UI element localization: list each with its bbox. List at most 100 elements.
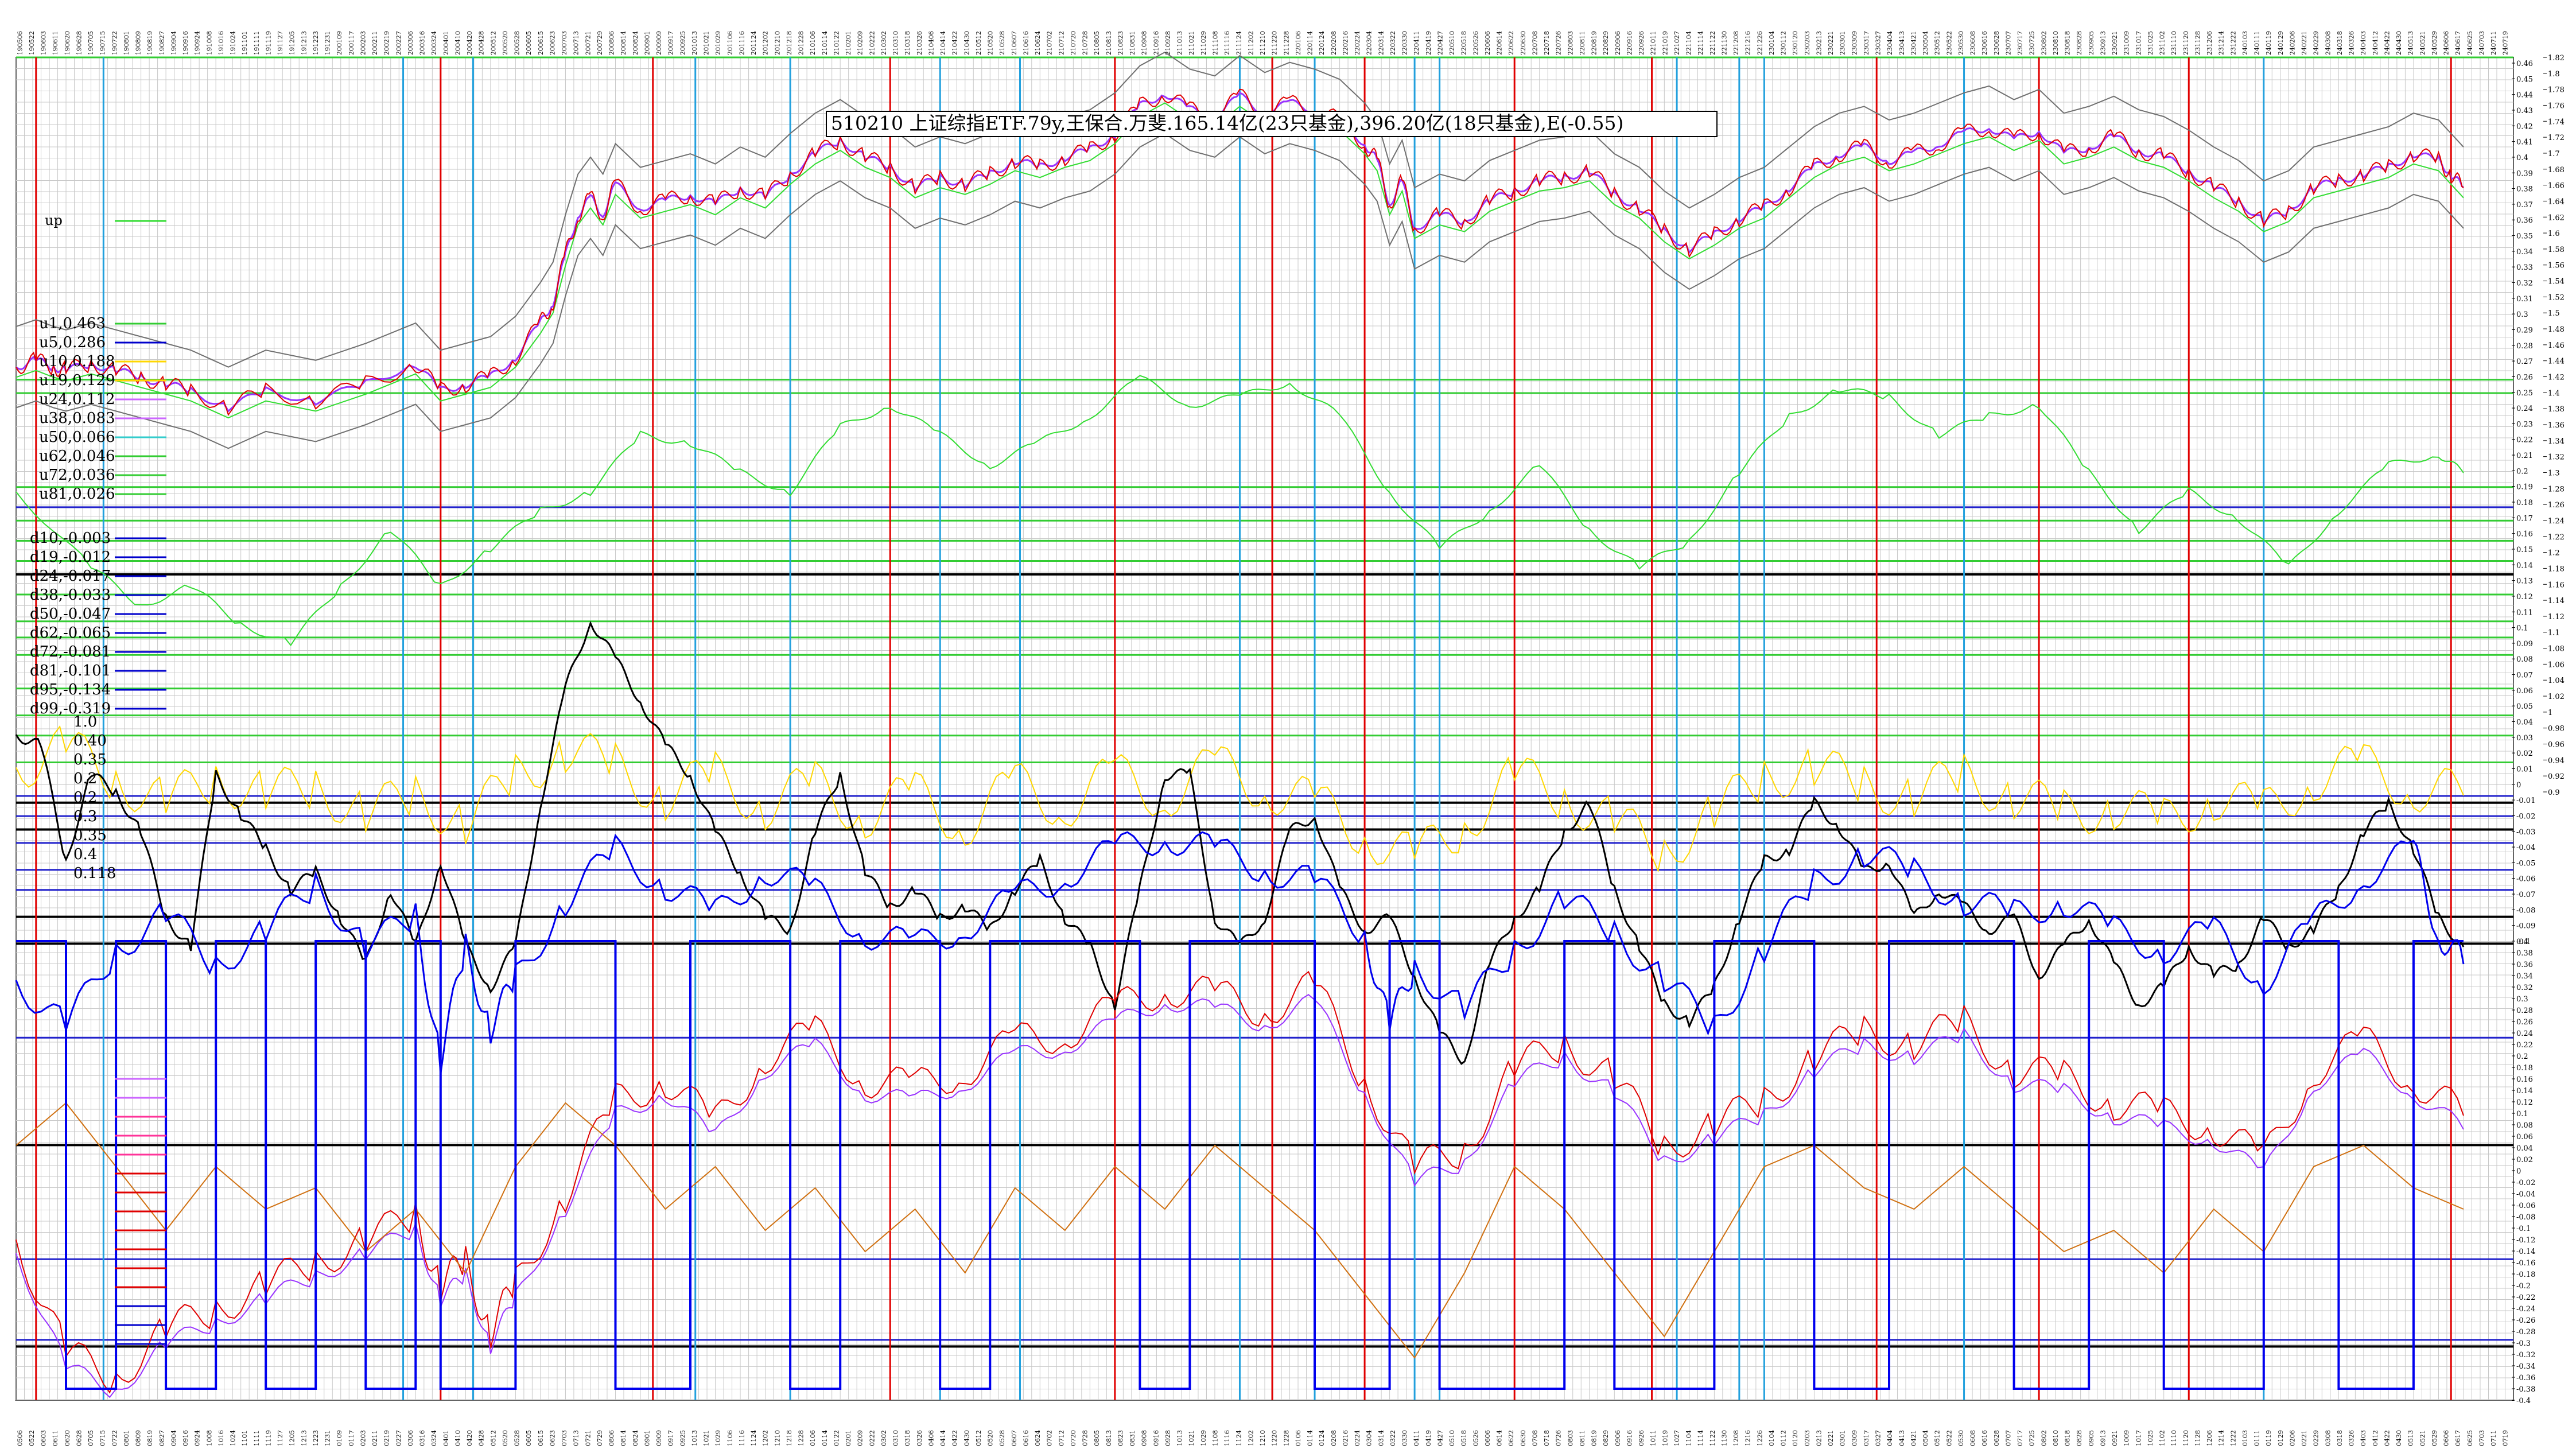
right-axis-oscillator-label: -0.07: [2516, 891, 2535, 899]
bottom-date-tick-label: 0827: [158, 1430, 166, 1446]
top-date-tick-label: 201013: [691, 31, 698, 55]
right-axis-oscillator-label: 0.1: [2516, 624, 2528, 633]
bottom-date-tick-label: 0124: [1318, 1430, 1326, 1446]
top-date-tick-label: 210624: [1034, 31, 1042, 55]
top-date-tick-label: 220124: [1318, 31, 1326, 55]
top-date-tick-label: 190506: [16, 31, 24, 55]
bottom-date-tick-label: 1021: [703, 1430, 710, 1446]
bottom-date-tick-label: 0410: [454, 1430, 462, 1446]
right-axis-oscillator-label: 0.3: [2516, 310, 2528, 319]
right-axis-oscillator-label: 0.29: [2516, 326, 2533, 335]
top-date-tick-label: 230616: [1981, 31, 1988, 55]
top-date-tick-label: 240318: [2336, 31, 2344, 55]
top-date-tick-label: 201228: [798, 31, 805, 55]
bottom-date-tick-label: 1210: [774, 1430, 781, 1446]
bottom-date-tick-label: 0611: [52, 1430, 59, 1446]
right-axis-lower-label: 0.4: [2516, 938, 2528, 946]
top-date-tick-label: 201021: [703, 31, 710, 55]
bottom-date-tick-label: 0428: [478, 1430, 485, 1446]
bottom-date-tick-label: 0802: [2040, 1430, 2047, 1446]
right-axis-lower-label: -0.26: [2516, 1316, 2535, 1325]
bottom-date-axis: 0506 0522 0603 0611 0620 0628 0705 0715 0722 0801…: [16, 1430, 2509, 1446]
bottom-date-tick-label: 1223: [312, 1430, 320, 1446]
top-date-tick-label: 230404: [1886, 31, 1894, 55]
bottom-date-tick-label: 1120: [2182, 1430, 2190, 1446]
top-date-tick-label: 200721: [584, 31, 592, 55]
bottom-date-tick-label: 0522: [1945, 1430, 1953, 1446]
right-axis-lower-label: 0.38: [2516, 949, 2533, 958]
top-date-tick-label: 231102: [2159, 31, 2166, 55]
bottom-date-tick-label: 1202: [762, 1430, 770, 1446]
top-date-tick-label: 200420: [466, 31, 473, 55]
top-date-tick-label: 230104: [1768, 31, 1775, 55]
right-axis-oscillator-label: 0.35: [2516, 232, 2533, 241]
bottom-date-tick-label: 0908: [1141, 1430, 1148, 1446]
legend-down-label: d19,-0.012: [30, 549, 111, 566]
bottom-date-tick-label: 0806: [608, 1430, 616, 1446]
right-axis-oscillator-label: -0.09: [2516, 922, 2535, 931]
bottom-date-tick-label: 0803: [1567, 1430, 1574, 1446]
bottom-date-tick-label: 0708: [1531, 1430, 1538, 1446]
bottom-date-tick-label: 0106: [1295, 1430, 1302, 1446]
bottom-date-tick-label: 1013: [1176, 1430, 1184, 1446]
right-axis-lower-label: 0.3: [2516, 995, 2528, 1004]
right-axis-oscillator-label: 0.06: [2516, 687, 2533, 696]
bottom-date-tick-label: 0603: [40, 1430, 48, 1446]
right-axis-lower-label: 0: [2516, 1167, 2521, 1176]
top-date-tick-label: 190603: [40, 31, 48, 55]
right-axis-lower-label: 0.2: [2516, 1052, 2528, 1061]
top-date-tick-label: 230828: [2076, 31, 2083, 55]
top-date-tick-label: 210318: [904, 31, 911, 55]
bottom-date-tick-label: 1017: [2135, 1430, 2142, 1446]
bottom-date-tick-label: 1226: [1756, 1430, 1763, 1446]
upper-band-line: [15, 51, 2464, 368]
right-axis-price-label: 1.24: [2548, 517, 2565, 526]
top-date-tick-label: 201218: [786, 31, 793, 55]
bottom-date-tick-label: 0314: [1377, 1430, 1385, 1446]
right-axis-price-label: 1.32: [2548, 453, 2565, 462]
right-axis-oscillator-label: 0.44: [2516, 91, 2533, 100]
bottom-date-tick-label: 1119: [265, 1430, 273, 1446]
bottom-date-tick-label: 0112: [1780, 1430, 1788, 1446]
bottom-date-tick-label: 0304: [1366, 1430, 1373, 1446]
bottom-date-tick-label: 0528: [514, 1430, 521, 1446]
top-date-tick-label: 210712: [1058, 31, 1065, 55]
right-axis-oscillator-label: -0.05: [2516, 859, 2535, 868]
grid-lines: [15, 57, 2514, 1401]
bottom-date-tick-label: 0413: [1898, 1430, 1906, 1446]
top-date-tick-label: 240103: [2241, 31, 2249, 55]
right-axis-oscillator-label: 0.4: [2516, 154, 2528, 162]
right-axis-oscillator-label: 0.22: [2516, 436, 2533, 445]
legend-level-label: 0.2: [73, 770, 97, 787]
top-date-tick-label: 190904: [170, 31, 177, 55]
bottom-date-tick-label: 0824: [632, 1430, 639, 1446]
legend-down-label: d99,-0.319: [30, 700, 111, 717]
legend-down-label: d95,-0.134: [30, 681, 111, 698]
bottom-date-tick-label: 0801: [123, 1430, 130, 1446]
legend-down-label: d38,-0.033: [30, 586, 111, 604]
lower-band-line: [15, 133, 2464, 449]
right-axis-lower-label: 0.14: [2516, 1087, 2533, 1096]
bottom-date-tick-label: 1101: [241, 1430, 248, 1446]
bottom-date-tick-label: 1114: [1697, 1430, 1704, 1446]
bottom-date-tick-label: 0512: [975, 1430, 982, 1446]
top-date-tick-label: 210928: [1164, 31, 1172, 55]
right-axis-oscillator-label: -0.06: [2516, 875, 2535, 884]
top-date-tick-label: 200605: [525, 31, 533, 55]
bottom-date-tick-label: 0209: [857, 1430, 864, 1446]
bottom-date-tick-label: 0203: [360, 1430, 367, 1446]
top-date-tick-label: 200410: [454, 31, 462, 55]
bottom-date-tick-label: 0715: [99, 1430, 107, 1446]
top-date-tick-label: 220819: [1591, 31, 1598, 55]
bottom-date-tick-label: 0330: [1401, 1430, 1409, 1446]
right-axis-price-label: 1.7: [2548, 150, 2560, 158]
top-date-tick-label: 230504: [1922, 31, 1929, 55]
right-axis-lower-label: -0.2: [2516, 1282, 2531, 1291]
bottom-date-tick-label: 0518: [1460, 1430, 1468, 1446]
bottom-date-tick-label: 0607: [1011, 1430, 1018, 1446]
top-date-tick-label: 200729: [596, 31, 604, 55]
bottom-date-tick-label: 1202: [1247, 1430, 1254, 1446]
legend-up-label: u81,0.026: [39, 485, 115, 503]
top-date-tick-label: 200211: [371, 31, 379, 55]
